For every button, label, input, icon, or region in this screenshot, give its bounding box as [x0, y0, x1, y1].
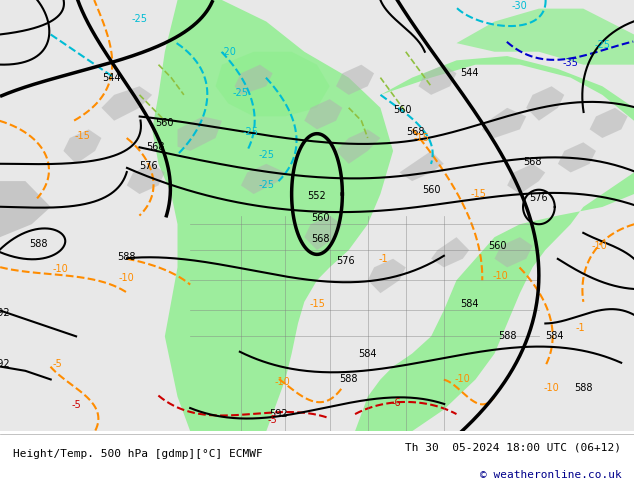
Text: 560: 560 — [311, 213, 330, 223]
Text: © weatheronline.co.uk: © weatheronline.co.uk — [479, 470, 621, 480]
Polygon shape — [590, 108, 628, 138]
Text: 560: 560 — [422, 185, 441, 195]
Text: -25: -25 — [233, 88, 249, 98]
Text: -10: -10 — [53, 265, 68, 274]
Polygon shape — [63, 129, 101, 164]
Polygon shape — [336, 65, 374, 95]
Text: 588: 588 — [574, 383, 593, 393]
Text: -10: -10 — [119, 273, 134, 283]
Polygon shape — [241, 164, 285, 194]
Text: -1: -1 — [378, 254, 389, 264]
Text: 592: 592 — [0, 359, 10, 369]
Polygon shape — [178, 117, 222, 151]
FancyBboxPatch shape — [0, 0, 634, 431]
Text: 576: 576 — [529, 194, 548, 203]
Text: -25: -25 — [258, 150, 275, 160]
Text: -25: -25 — [594, 40, 611, 50]
Text: 584: 584 — [358, 348, 377, 359]
Text: 560: 560 — [393, 105, 412, 115]
Text: -5: -5 — [71, 400, 81, 410]
Text: -15: -15 — [74, 131, 91, 141]
Polygon shape — [482, 108, 526, 138]
FancyBboxPatch shape — [0, 431, 634, 490]
Text: -15: -15 — [309, 299, 325, 309]
Text: -30: -30 — [512, 1, 527, 11]
Polygon shape — [456, 9, 634, 65]
Polygon shape — [558, 142, 596, 172]
Text: 544: 544 — [101, 73, 120, 83]
Text: -25: -25 — [131, 14, 148, 24]
Text: -25: -25 — [258, 180, 275, 191]
Text: 568: 568 — [523, 157, 542, 167]
Text: -1: -1 — [575, 323, 585, 333]
Text: 592: 592 — [269, 409, 288, 419]
Text: -10: -10 — [275, 377, 290, 387]
Polygon shape — [399, 151, 444, 181]
Text: 588: 588 — [117, 251, 136, 262]
Polygon shape — [127, 164, 165, 194]
Text: 584: 584 — [545, 331, 564, 342]
Polygon shape — [336, 129, 380, 164]
Text: 560: 560 — [155, 118, 174, 128]
Text: 544: 544 — [460, 68, 479, 78]
Text: 588: 588 — [498, 331, 517, 342]
Text: 560: 560 — [488, 241, 507, 251]
Text: 568: 568 — [146, 142, 165, 151]
Polygon shape — [304, 99, 342, 129]
Text: 576: 576 — [139, 161, 158, 171]
Text: -15: -15 — [413, 133, 430, 143]
Text: Th 30  05-2024 18:00 UTC (06+12): Th 30 05-2024 18:00 UTC (06+12) — [405, 442, 621, 453]
Polygon shape — [235, 65, 273, 95]
Polygon shape — [0, 181, 51, 237]
Polygon shape — [304, 216, 342, 250]
Polygon shape — [152, 0, 393, 431]
Text: 568: 568 — [311, 234, 330, 245]
Text: 576: 576 — [336, 256, 355, 266]
Text: 592: 592 — [0, 308, 10, 318]
Text: -5: -5 — [52, 359, 62, 369]
Text: -5: -5 — [268, 416, 278, 425]
Text: 584: 584 — [460, 299, 479, 309]
Text: 568: 568 — [406, 126, 425, 137]
Text: -10: -10 — [455, 374, 470, 385]
Polygon shape — [368, 259, 406, 293]
Polygon shape — [216, 52, 330, 117]
Text: -10: -10 — [592, 241, 607, 251]
Polygon shape — [418, 65, 456, 95]
Polygon shape — [101, 86, 152, 121]
Text: 552: 552 — [307, 191, 327, 201]
Polygon shape — [355, 56, 634, 431]
Text: -25: -25 — [242, 126, 259, 137]
Text: -35: -35 — [562, 57, 579, 68]
Text: -10: -10 — [544, 383, 559, 393]
Text: 588: 588 — [29, 239, 48, 248]
Polygon shape — [526, 86, 564, 121]
Polygon shape — [431, 237, 469, 268]
Text: -20: -20 — [220, 47, 236, 57]
Text: 588: 588 — [339, 374, 358, 385]
Text: -10: -10 — [493, 271, 508, 281]
Polygon shape — [495, 237, 533, 268]
Text: -6: -6 — [391, 398, 401, 408]
Text: Height/Temp. 500 hPa [gdmp][°C] ECMWF: Height/Temp. 500 hPa [gdmp][°C] ECMWF — [13, 448, 262, 459]
Text: -15: -15 — [470, 189, 487, 199]
Polygon shape — [507, 164, 545, 194]
